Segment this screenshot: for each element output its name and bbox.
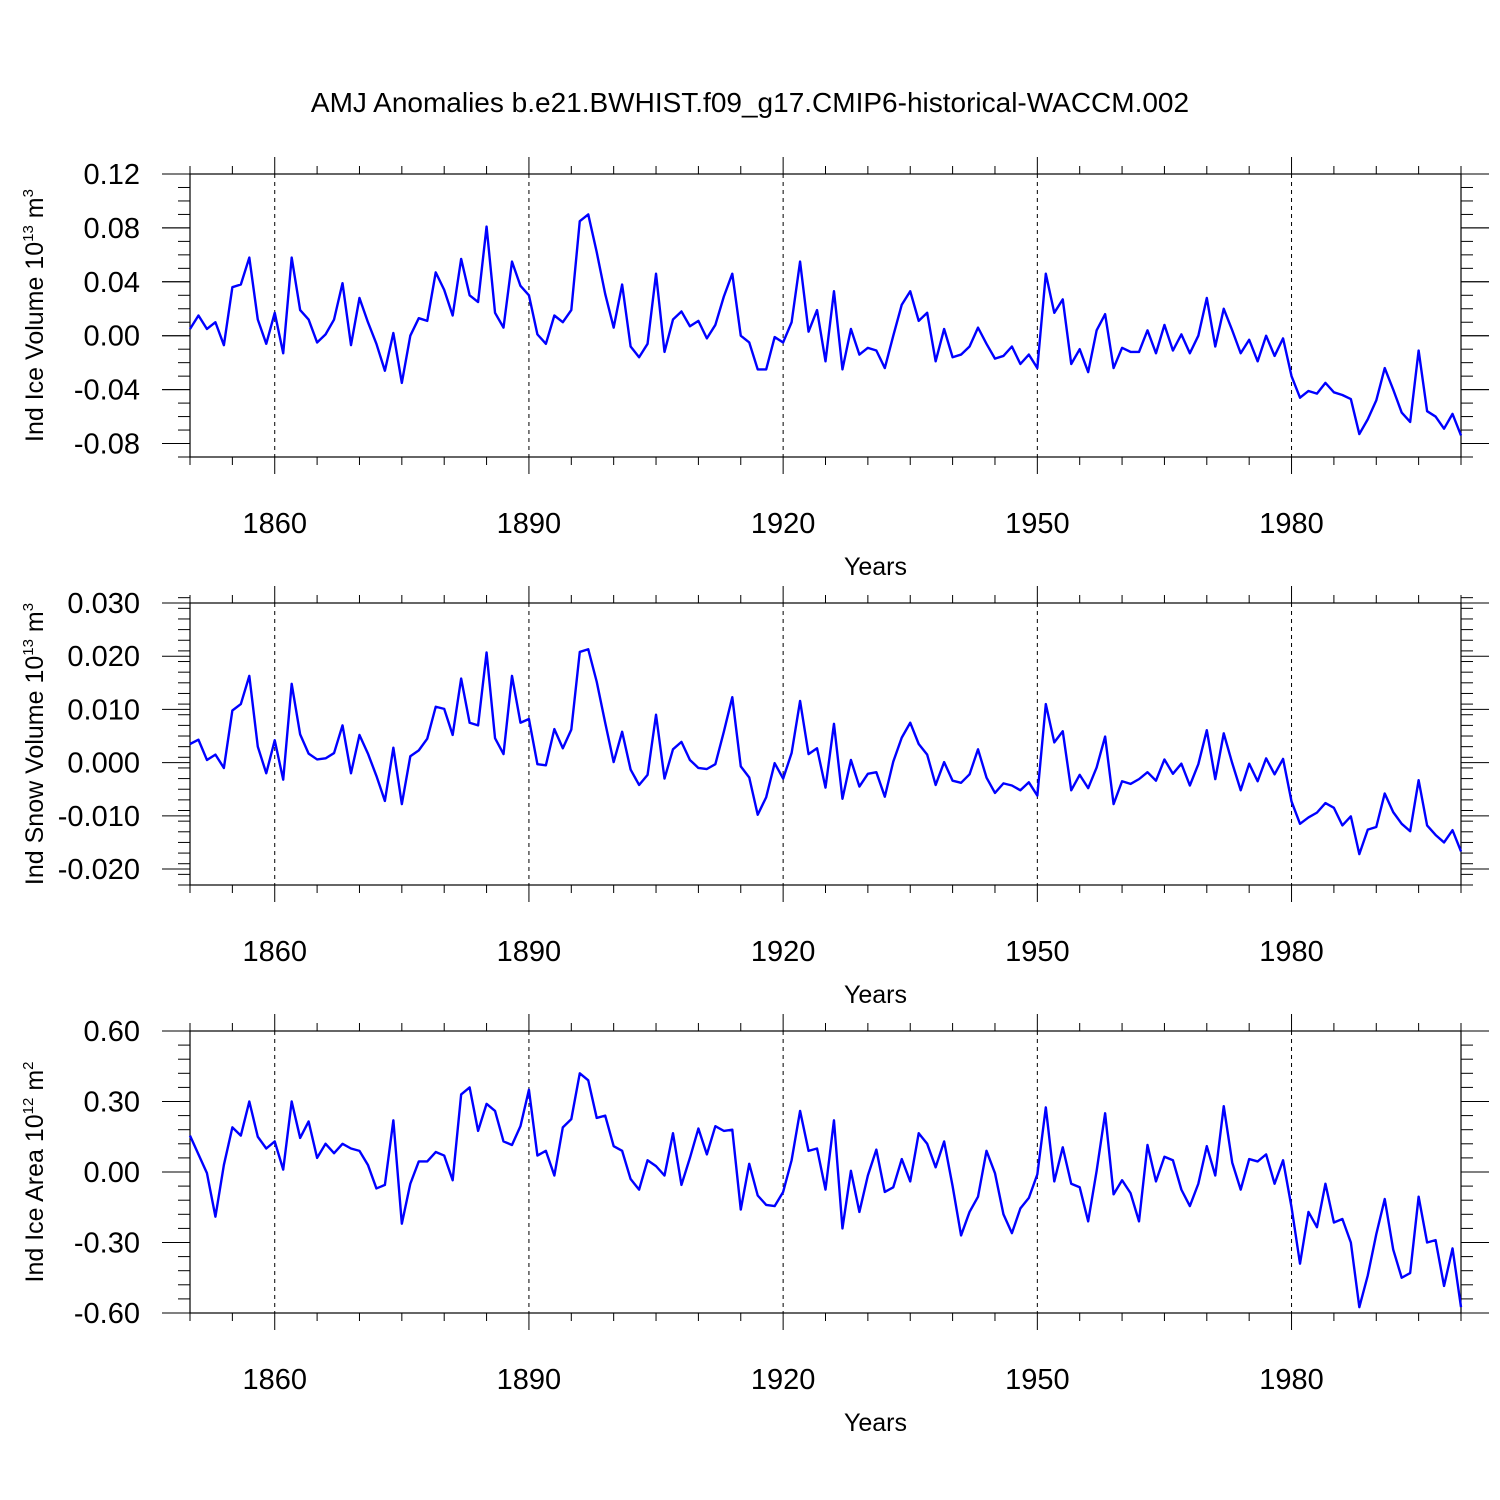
x-tick-label: 1920 (751, 936, 816, 968)
x-tick-label: 1860 (242, 1364, 307, 1396)
y-axis-label-text: Ind Snow Volume 10 (21, 656, 49, 885)
y-tick-label: -0.60 (74, 1298, 140, 1330)
x-axis-label: Years (844, 981, 907, 1009)
x-tick-label: 1980 (1259, 508, 1324, 540)
series-line (189, 648, 1463, 856)
y-axis-label: Ind Ice Volume 1013 m3 (20, 189, 49, 442)
panel-2: 0.030 0.020 0.010 0.000 -0.010 -0.020 1860 1890… (20, 586, 1489, 1009)
y-axis-label-text: Ind Ice Volume 10 (21, 242, 49, 442)
series-line (188, 213, 1463, 436)
plot-frame (189, 173, 1462, 458)
y-tick-label: 0.12 (84, 159, 140, 191)
y-tick-label: -0.010 (58, 801, 140, 833)
x-tick-label: 1890 (497, 1364, 562, 1396)
y-tick-label: 0.020 (67, 641, 140, 673)
y-axis-label: Ind Ice Area 1012 m2 (20, 1062, 49, 1283)
x-axis-label: Years (844, 553, 907, 581)
y-tick-label: 0.00 (84, 1157, 140, 1189)
x-tick-label: 1890 (497, 508, 562, 540)
y-axis-label: Ind Snow Volume 1013 m3 (20, 603, 49, 885)
y-tick-label: -0.08 (74, 429, 140, 461)
x-axis-label: Years (844, 1409, 907, 1437)
y-tick-label: 0.000 (67, 748, 140, 780)
y-axis-label-unit-exponent: 2 (20, 1062, 37, 1070)
y-tick-label: -0.020 (58, 854, 140, 886)
x-tick-label: 1920 (751, 1364, 816, 1396)
y-tick-label: 0.60 (84, 1016, 140, 1048)
y-tick-label: -0.30 (74, 1228, 140, 1260)
x-tick-label: 1950 (1005, 936, 1070, 968)
y-tick-label: 0.04 (84, 267, 140, 299)
panels: 0.12 0.08 0.04 0.00 -0.04 -0.08 1860 1890 1920 19… (20, 157, 1489, 1437)
figure-title: AMJ Anomalies b.e21.BWHIST.f09_g17.CMIP6… (311, 87, 1189, 118)
y-tick-label: 0.00 (84, 321, 140, 353)
x-tick-label: 1980 (1259, 1364, 1324, 1396)
y-tick-label: 0.030 (67, 588, 140, 620)
y-axis-label-unit: m (21, 611, 49, 639)
y-axis-label-unit-exponent: 3 (20, 603, 37, 611)
y-axis-label-exponent: 12 (20, 1098, 37, 1115)
y-tick-label: -0.04 (74, 375, 140, 407)
panel-1: 0.12 0.08 0.04 0.00 -0.04 -0.08 1860 1890 1920 19… (20, 157, 1489, 581)
y-tick-label: 0.010 (67, 694, 140, 726)
y-axis-label-unit-exponent: 3 (20, 189, 37, 197)
x-tick-label: 1890 (497, 936, 562, 968)
panel-3: 0.60 0.30 0.00 -0.30 -0.60 1860 1890 1920 1950 19… (20, 1014, 1489, 1437)
y-axis-label-text: Ind Ice Area 10 (21, 1114, 49, 1282)
y-axis-label-exponent: 13 (20, 639, 37, 656)
plot-frame (189, 1030, 1462, 1314)
x-tick-label: 1950 (1005, 1364, 1070, 1396)
y-axis-label-unit: m (21, 1070, 49, 1098)
y-tick-label: 0.30 (84, 1087, 140, 1119)
x-tick-label: 1860 (242, 508, 307, 540)
y-axis-label-exponent: 13 (20, 225, 37, 242)
y-axis-label-unit: m (21, 197, 49, 225)
x-tick-label: 1950 (1005, 508, 1070, 540)
y-tick-label: 0.08 (84, 213, 140, 245)
x-tick-label: 1920 (751, 508, 816, 540)
x-tick-label: 1980 (1259, 936, 1324, 968)
x-tick-label: 1860 (242, 936, 307, 968)
series-line (188, 1072, 1463, 1309)
